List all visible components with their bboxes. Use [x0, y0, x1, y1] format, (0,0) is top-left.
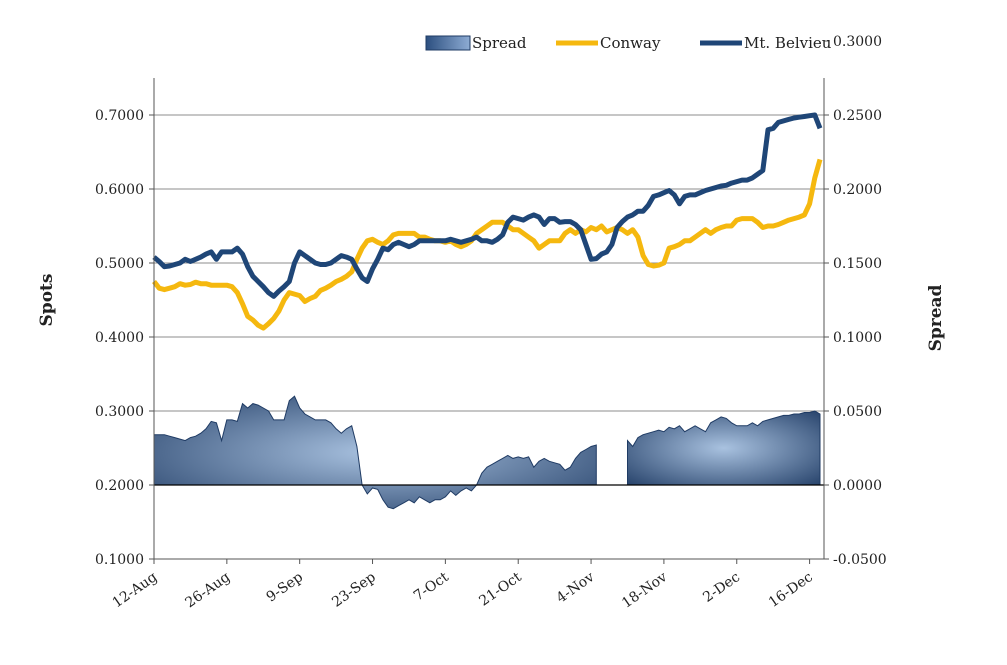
y-tick-label-1: 0.2000	[95, 478, 144, 494]
y2-tick-label-3: 0.1000	[833, 330, 882, 346]
x-tick-label-7: 18-Nov	[619, 569, 670, 611]
spread-area-segment-1	[627, 410, 821, 486]
y2-tick-label-5: 0.2000	[833, 182, 882, 198]
y2-tick-label-2: 0.0500	[833, 404, 882, 420]
y-tick-label-5: 0.6000	[95, 182, 144, 198]
x-tick-label-3: 23-Sep	[329, 569, 379, 610]
legend-label-spread: Spread	[472, 34, 527, 52]
legend-label-conway: Conway	[600, 34, 661, 52]
spread-area-segment-0	[153, 395, 597, 510]
y-tick-label-0: 0.1000	[95, 552, 144, 568]
y-axis-title-left: Spots	[37, 274, 57, 327]
x-tick-label-8: 2-Dec	[700, 569, 743, 606]
tick-labels: 0.1000 0.2000 0.3000 0.4000 0.5000 0.6000 0.70…	[95, 34, 887, 612]
y-tick-label-4: 0.5000	[95, 256, 144, 272]
x-tick-label-5: 21-Oct	[476, 569, 524, 610]
x-tick-label-1: 26-Aug	[182, 569, 233, 611]
x-tick-label-4: 7-Oct	[411, 569, 452, 604]
line-series-layer	[152, 112, 823, 331]
axes	[153, 78, 825, 560]
x-tick-label-6: 4-Nov	[554, 569, 598, 606]
y-tick-label-2: 0.3000	[95, 404, 144, 420]
y2-tick-label-0: -0.0500	[833, 552, 887, 568]
y-tick-label-3: 0.4000	[95, 330, 144, 346]
legend: Spread Conway Mt. Belvieu	[425, 34, 832, 52]
y2-tick-label-1: 0.0000	[833, 478, 882, 494]
y2-tick-label-7: 0.3000	[833, 34, 882, 50]
y2-tick-label-4: 0.1500	[833, 256, 882, 272]
y-axis-title-right: Spread	[926, 284, 946, 351]
mt-belvieu-line	[152, 112, 823, 299]
y-tick-label-6: 0.7000	[95, 108, 144, 124]
legend-label-mt-belvieu: Mt. Belvieu	[744, 34, 832, 52]
conway-line	[152, 158, 823, 331]
spread-area-layer	[153, 395, 824, 510]
y2-tick-label-6: 0.2500	[833, 108, 882, 124]
legend-swatch-spread	[425, 35, 471, 51]
x-tick-label-9: 16-Dec	[766, 569, 816, 611]
x-tick-label-2: 9-Sep	[264, 569, 306, 605]
x-tick-label-0: 12-Aug	[110, 569, 161, 611]
